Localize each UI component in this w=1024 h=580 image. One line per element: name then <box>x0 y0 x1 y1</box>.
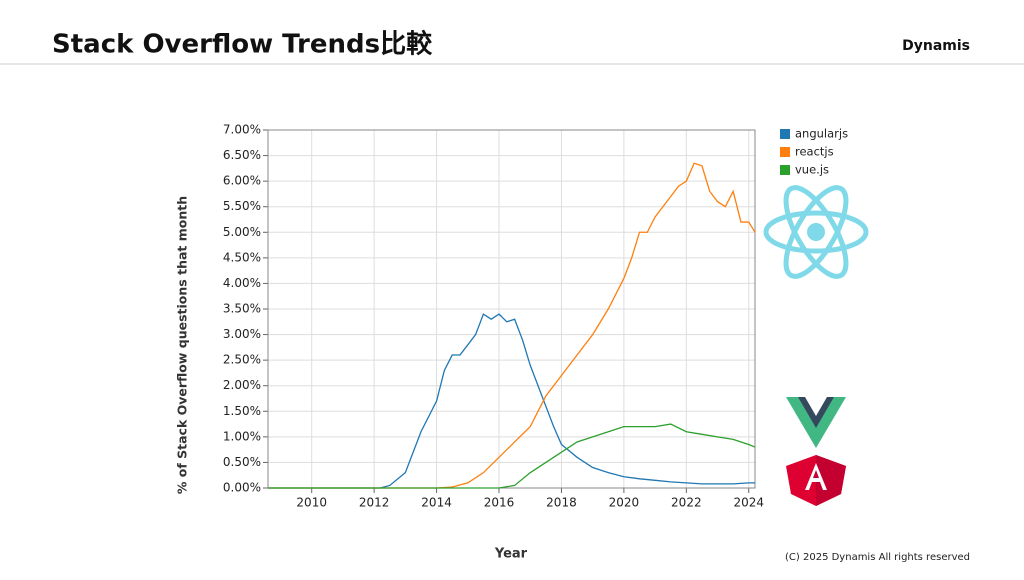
vue-logo <box>786 397 846 448</box>
x-axis-label: Year <box>494 547 528 562</box>
data-line <box>268 162 756 489</box>
legend-swatch <box>780 147 790 157</box>
legend-label: reactjs <box>795 145 834 159</box>
legend-swatch <box>780 129 790 139</box>
slide-title: Stack Overflow Trends比較 <box>52 29 433 60</box>
data-line <box>268 423 756 489</box>
plot-frame <box>267 129 756 489</box>
y-tick-label: 2.00% <box>223 378 261 392</box>
y-axis-label: % of Stack Overflow questions that month <box>175 196 190 494</box>
y-tick-label: 5.00% <box>223 225 261 239</box>
x-tick-label: 2022 <box>671 496 702 510</box>
y-tick-label: 0.00% <box>223 481 261 495</box>
react-logo <box>763 185 869 279</box>
angular-logo <box>786 455 846 506</box>
y-tick-label: 6.00% <box>223 174 261 188</box>
legend-label: vue.js <box>795 163 829 177</box>
y-tick-label: 5.50% <box>223 199 261 213</box>
y-tick-label: 4.50% <box>223 250 261 264</box>
y-tick-label: 2.50% <box>223 353 261 367</box>
y-tick-label: 3.50% <box>223 302 261 316</box>
y-tick-label: 1.00% <box>223 429 261 443</box>
y-tick-label: 7.00% <box>223 123 261 137</box>
x-tick-label: 2024 <box>733 496 764 510</box>
x-tick-label: 2014 <box>421 496 452 510</box>
legend-swatch <box>780 165 790 175</box>
brand: Dynamis <box>902 38 970 54</box>
x-tick-label: 2016 <box>484 496 515 510</box>
y-tick-label: 3.00% <box>223 327 261 341</box>
y-tick-label: 0.50% <box>223 455 261 469</box>
y-tick-label: 6.50% <box>223 148 261 162</box>
legend-label: angularjs <box>795 127 848 141</box>
x-tick-label: 2020 <box>609 496 640 510</box>
x-tick-label: 2012 <box>359 496 390 510</box>
data-line <box>268 313 755 489</box>
y-tick-label: 1.50% <box>223 404 261 418</box>
x-tick-label: 2010 <box>296 496 327 510</box>
y-tick-label: 4.00% <box>223 276 261 290</box>
x-tick-label: 2018 <box>546 496 577 510</box>
copyright: (C) 2025 Dynamis All rights reserved <box>785 552 970 563</box>
